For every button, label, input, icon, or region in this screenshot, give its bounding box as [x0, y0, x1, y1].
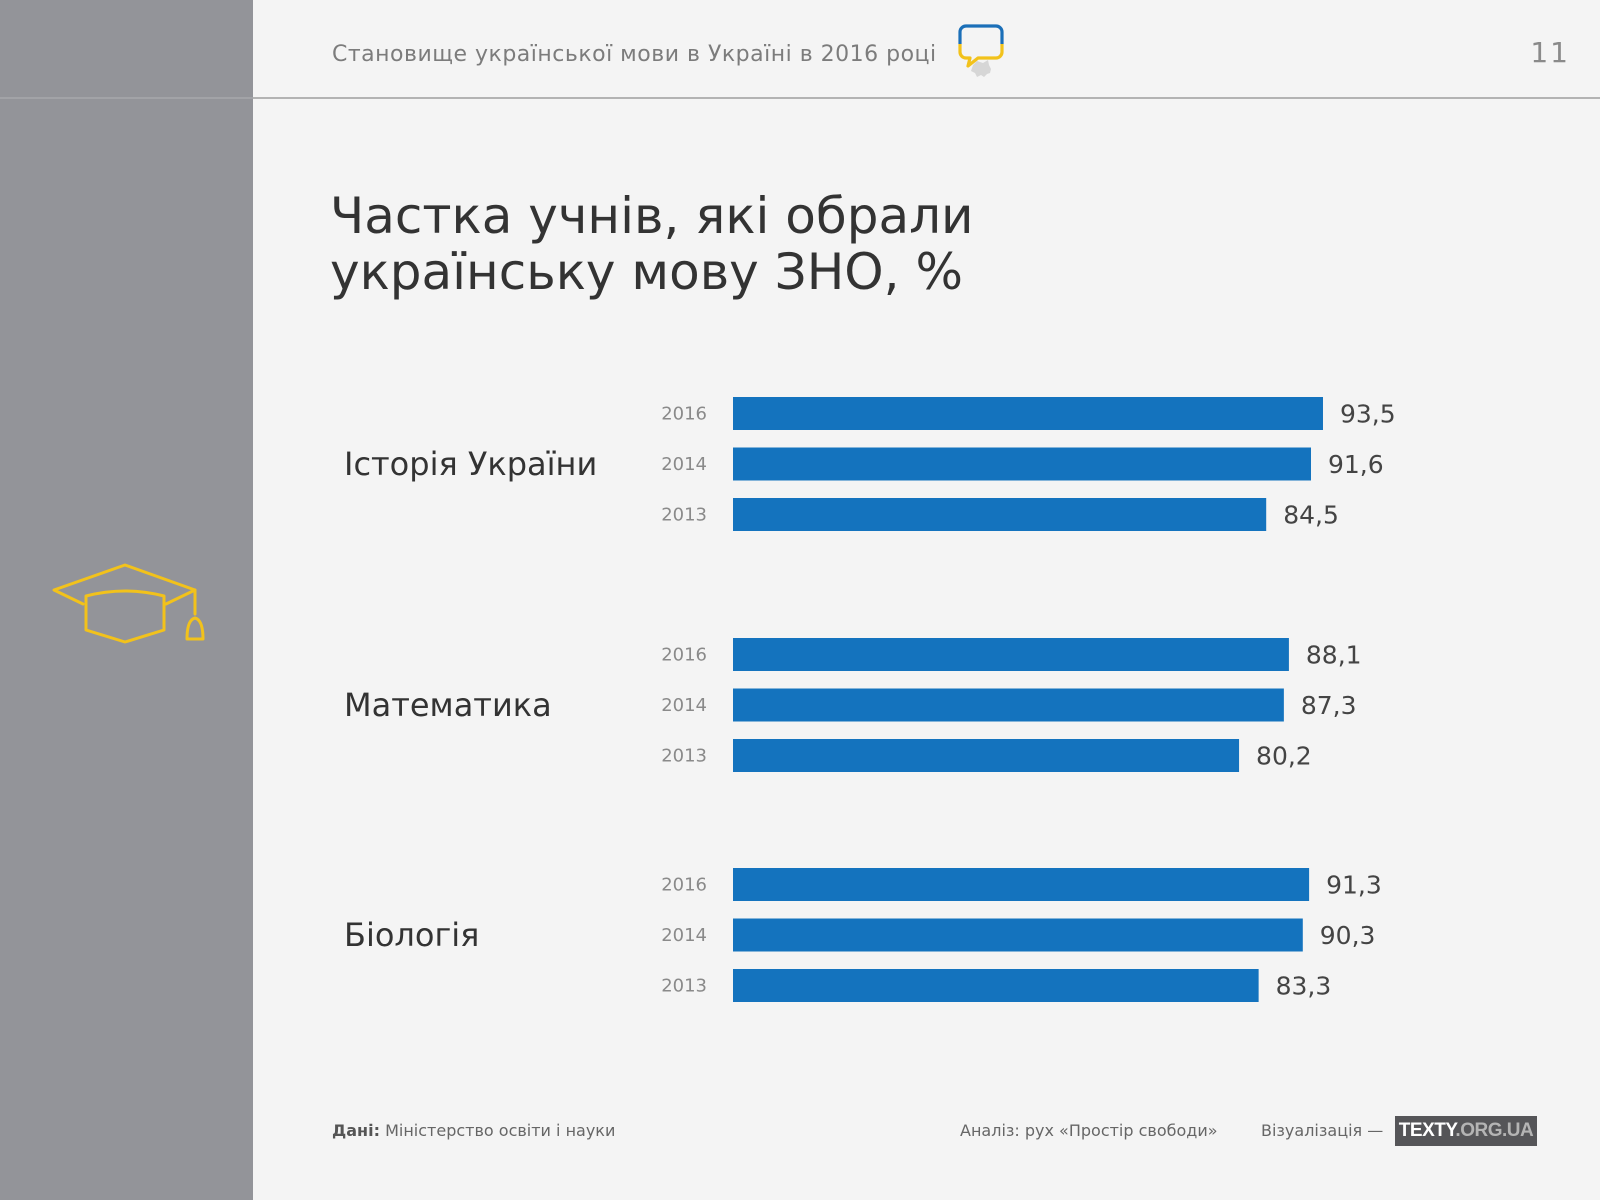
- value-label: 93,5: [1340, 400, 1396, 429]
- sidebar-divider: [0, 97, 253, 99]
- bar: [733, 397, 1323, 430]
- header-title: Становище української мови в Україні в 2…: [332, 42, 937, 67]
- value-label: 87,3: [1301, 691, 1357, 720]
- group-label: Історія України: [344, 445, 597, 483]
- bar: [733, 638, 1289, 671]
- value-label: 91,6: [1328, 450, 1384, 479]
- chart-title: Частка учнів, які обрали українську мову…: [330, 188, 974, 300]
- bar: [733, 739, 1240, 772]
- footer-visualization: Візуалізація —: [1261, 1121, 1384, 1140]
- source-value: Міністерство освіти і науки: [385, 1121, 616, 1140]
- brand-suffix: .ORG.UA: [1455, 1120, 1534, 1141]
- sidebar: [0, 0, 253, 1200]
- group-label: Біологія: [344, 916, 479, 954]
- chart-title-line-1: Частка учнів, які обрали: [330, 187, 974, 245]
- year-label: 2016: [661, 404, 707, 425]
- bar: [733, 969, 1259, 1002]
- year-label: 2016: [661, 875, 707, 896]
- value-label: 90,3: [1320, 921, 1376, 950]
- bar: [733, 918, 1303, 952]
- year-label: 2014: [661, 925, 707, 946]
- year-label: 2016: [661, 645, 707, 666]
- value-label: 91,3: [1326, 871, 1382, 900]
- year-label: 2013: [661, 976, 707, 997]
- texty-logo[interactable]: TEXTY.ORG.UA: [1395, 1116, 1537, 1146]
- value-label: 88,1: [1306, 641, 1362, 670]
- page-number: 11: [1530, 36, 1570, 69]
- brand-main: TEXTY: [1398, 1120, 1456, 1141]
- year-label: 2013: [661, 746, 707, 767]
- header-divider: [253, 97, 1600, 99]
- footer-analysis: Аналіз: рух «Простір свободи»: [960, 1121, 1218, 1140]
- bar: [733, 447, 1311, 481]
- bar: [733, 688, 1284, 722]
- speech-bubble-ukraine-icon: [958, 24, 1004, 77]
- source-label: Дані:: [332, 1121, 380, 1140]
- graduation-cap-icon: [52, 563, 205, 644]
- footer-source: Дані: Міністерство освіти і науки: [332, 1121, 615, 1140]
- year-label: 2014: [661, 454, 707, 475]
- bar: [733, 498, 1267, 531]
- year-label: 2014: [661, 695, 707, 716]
- value-label: 80,2: [1256, 742, 1312, 771]
- year-label: 2013: [661, 505, 707, 526]
- value-label: 83,3: [1276, 972, 1332, 1001]
- value-label: 84,5: [1283, 501, 1339, 530]
- group-label: Математика: [344, 686, 552, 724]
- chart-title-line-2: українську мову ЗНО, %: [330, 243, 963, 301]
- bar: [733, 868, 1310, 901]
